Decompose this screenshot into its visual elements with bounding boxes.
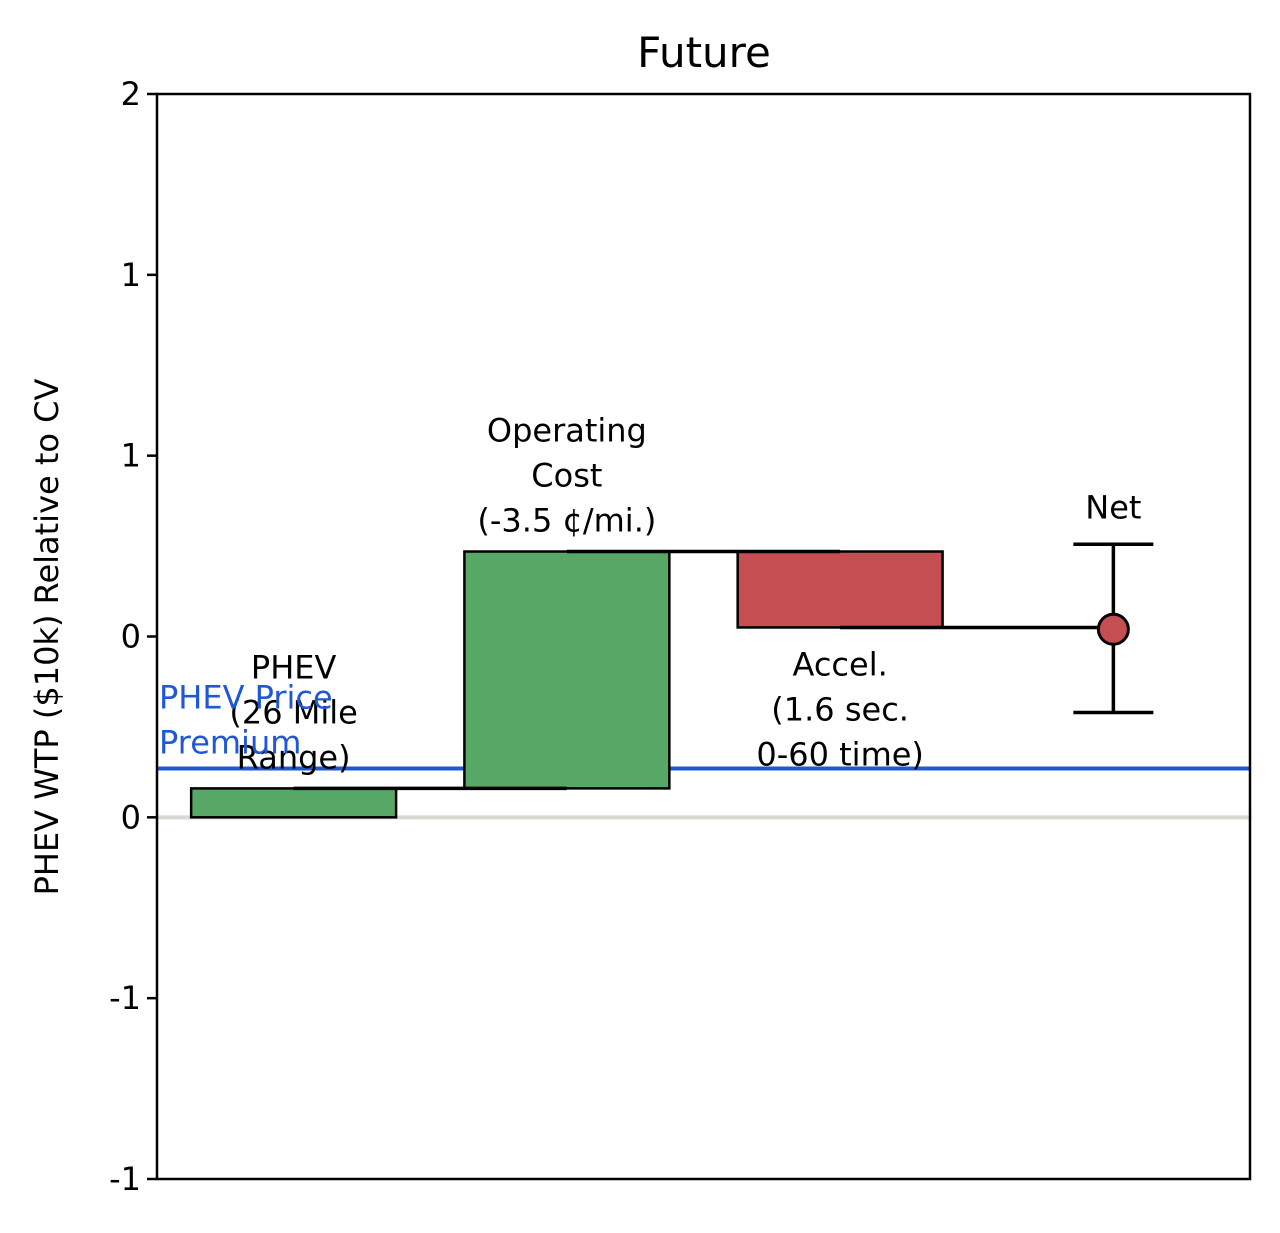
bar-label-line: PHEV xyxy=(251,648,337,686)
y-tick-label: -1 xyxy=(109,1160,141,1198)
bar-label: PHEV (26 Mile Range) xyxy=(229,648,357,776)
price-premium-label-line: Premium xyxy=(159,724,301,762)
bars-layer xyxy=(189,550,944,819)
bar-label: Operating Cost (-3.5 ¢/mi.) xyxy=(477,412,656,540)
net-layer xyxy=(1073,542,1154,715)
connectors-layer xyxy=(293,549,1114,791)
bar-label-line: Operating xyxy=(487,412,647,450)
price-premium-label: PHEV Price Premium xyxy=(159,679,333,762)
bar-label-line: Range) xyxy=(237,738,351,776)
labels-layer: PHEV (26 Mile Range) Operating Cost (-3.5 ¢/m… xyxy=(159,412,1141,777)
y-tick-label: 1 xyxy=(121,256,141,294)
bar-label: Accel. (1.6 sec. 0-60 time) xyxy=(756,645,924,773)
bar-label-line: Cost xyxy=(531,457,602,495)
bar-label-line: Accel. xyxy=(792,645,887,683)
plot-frame xyxy=(155,92,1252,1181)
waterfall-bar xyxy=(189,787,398,819)
y-tick-label: 1 xyxy=(121,437,141,475)
price-premium-label-line: PHEV Price xyxy=(159,679,333,717)
chart-title: Future xyxy=(637,28,771,77)
net-label: Net xyxy=(1085,488,1141,526)
y-tick-label: 0 xyxy=(121,618,141,656)
y-tick-label: 0 xyxy=(121,798,141,836)
y-axis-label: PHEV WTP ($10k) Relative to CV xyxy=(28,378,66,895)
waterfall-bar xyxy=(736,550,944,629)
bar-label-line: 0-60 time) xyxy=(756,735,924,773)
y-axis: -1 -1 0 0 1 1 2 xyxy=(109,75,157,1198)
y-tick-label: 2 xyxy=(121,75,141,113)
bar-label-line: (-3.5 ¢/mi.) xyxy=(477,502,656,540)
y-tick-label: -1 xyxy=(109,979,141,1017)
waterfall-bar xyxy=(463,550,671,790)
bar-label-line: (26 Mile xyxy=(229,693,357,731)
bar-label-line: (1.6 sec. xyxy=(771,690,909,728)
net-point xyxy=(1096,612,1130,646)
